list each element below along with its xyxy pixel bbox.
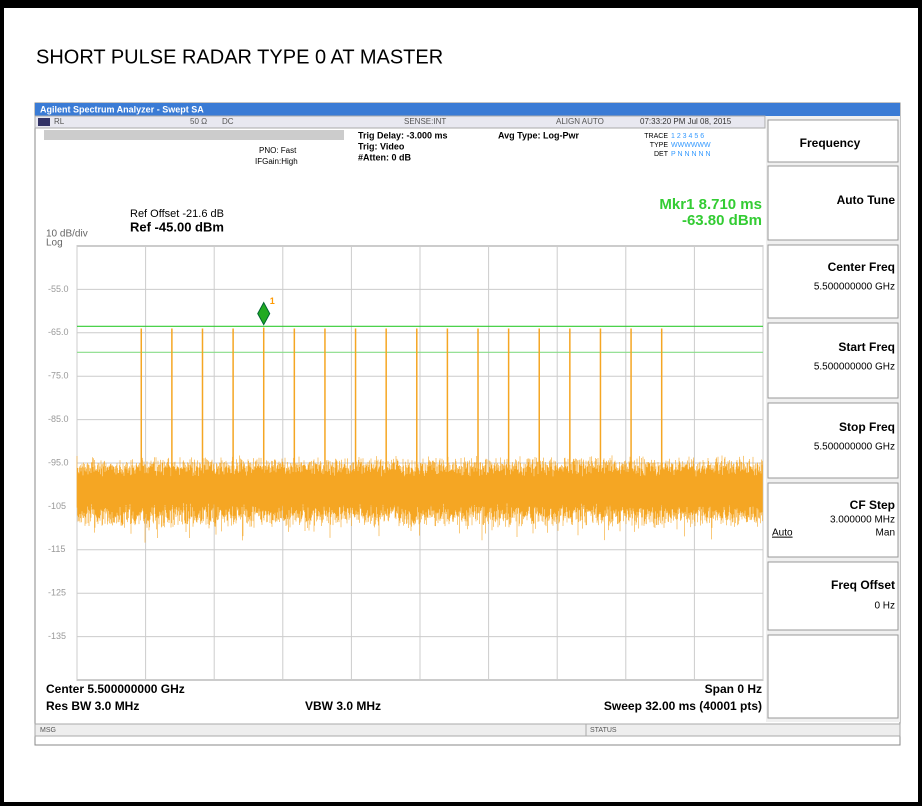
sweep: Sweep 32.00 ms (40001 pts) [604, 699, 762, 713]
y-tick-label: -115 [48, 544, 65, 554]
marker [257, 301, 271, 326]
type: WWWWWW [671, 142, 711, 149]
y-tick-label: -105 [48, 501, 66, 511]
softkey-option: Auto [772, 528, 793, 539]
softkey-label: CF Step [850, 498, 895, 512]
type-label: TYPE [650, 142, 669, 149]
y-tick-label: -65.0 [48, 327, 69, 337]
softkey[interactable] [767, 482, 899, 558]
y-tick-label: -125 [48, 588, 66, 598]
message-bar [34, 723, 901, 737]
softkey-value: 3.000000 MHz [830, 515, 895, 526]
y-tick-label: -85.0 [48, 414, 69, 424]
marker-time: Mkr1 8.710 ms [659, 196, 762, 213]
status-bar [34, 115, 766, 129]
rbw: Res BW 3.0 MHz [46, 699, 139, 713]
softkey-value: 5.500000000 GHz [814, 282, 895, 293]
trace: 1 2 3 4 5 6 [671, 133, 704, 140]
frame-top [2, 2, 920, 8]
menu-title: Frequency [800, 136, 861, 150]
ref-offset: Ref Offset -21.6 dB [130, 208, 224, 220]
softkey-value: 0 Hz [874, 601, 895, 612]
status-align: ALIGN AUTO [556, 117, 604, 126]
softkey[interactable] [767, 322, 899, 399]
softkey[interactable] [767, 165, 899, 241]
input-field [44, 130, 344, 140]
softkey-label: Start Freq [838, 340, 895, 354]
trig-delay: Trig Delay: -3.000 ms [358, 130, 448, 140]
softkey-option: Man [876, 528, 895, 539]
pno: PNO: Fast [259, 146, 297, 155]
span: Span 0 Hz [705, 682, 762, 696]
ref-level: Ref -45.00 dBm [130, 219, 224, 234]
avg-type: Avg Type: Log-Pwr [498, 130, 579, 140]
y-tick-label: -135 [48, 631, 66, 641]
trace-label: TRACE [644, 133, 668, 140]
softkey-label: Center Freq [828, 260, 895, 274]
center: Center 5.500000000 GHz [46, 682, 185, 696]
status-impedance: 50 Ω [190, 117, 207, 126]
softkey[interactable] [767, 561, 899, 631]
status-rl: RL [54, 117, 65, 126]
softkey[interactable] [767, 634, 899, 719]
marker-level: -63.80 dBm [682, 212, 762, 229]
status-sense: SENSE:INT [404, 117, 446, 126]
y-tick-label: -55.0 [48, 284, 69, 294]
menu-header [767, 119, 899, 163]
noise-floor [76, 455, 763, 543]
softkey-value: 5.500000000 GHz [814, 362, 895, 373]
y-tick-label: -75.0 [48, 371, 69, 381]
ifgain: IFGain:High [255, 157, 298, 166]
det: P N N N N N [671, 151, 711, 158]
softkey-value: 5.500000000 GHz [814, 442, 895, 453]
det-label: DET [654, 151, 669, 158]
marker-label: 1 [270, 296, 275, 306]
scale-mode: Log [46, 238, 63, 249]
softkey-label: Auto Tune [837, 193, 896, 207]
status: STATUS [590, 727, 617, 734]
window-title: Agilent Spectrum Analyzer - Swept SA [40, 104, 204, 114]
page-title: SHORT PULSE RADAR TYPE 0 AT MASTER [36, 46, 443, 68]
status-coupling: DC [222, 117, 234, 126]
title-bar [35, 103, 900, 116]
softkey-label: Freq Offset [831, 578, 895, 592]
softkey-label: Stop Freq [839, 420, 895, 434]
softkey[interactable] [767, 244, 899, 319]
softkey[interactable] [767, 402, 899, 479]
y-tick-label: -95.0 [48, 457, 69, 467]
scale: 10 dB/div [46, 229, 88, 240]
msg: MSG [40, 727, 56, 734]
atten: #Atten: 0 dB [358, 152, 412, 162]
status-icon [38, 118, 50, 126]
vbw: VBW 3.0 MHz [305, 699, 381, 713]
trig: Trig: Video [358, 141, 405, 151]
status-clock: 07:33:20 PM Jul 08, 2015 [640, 117, 732, 126]
